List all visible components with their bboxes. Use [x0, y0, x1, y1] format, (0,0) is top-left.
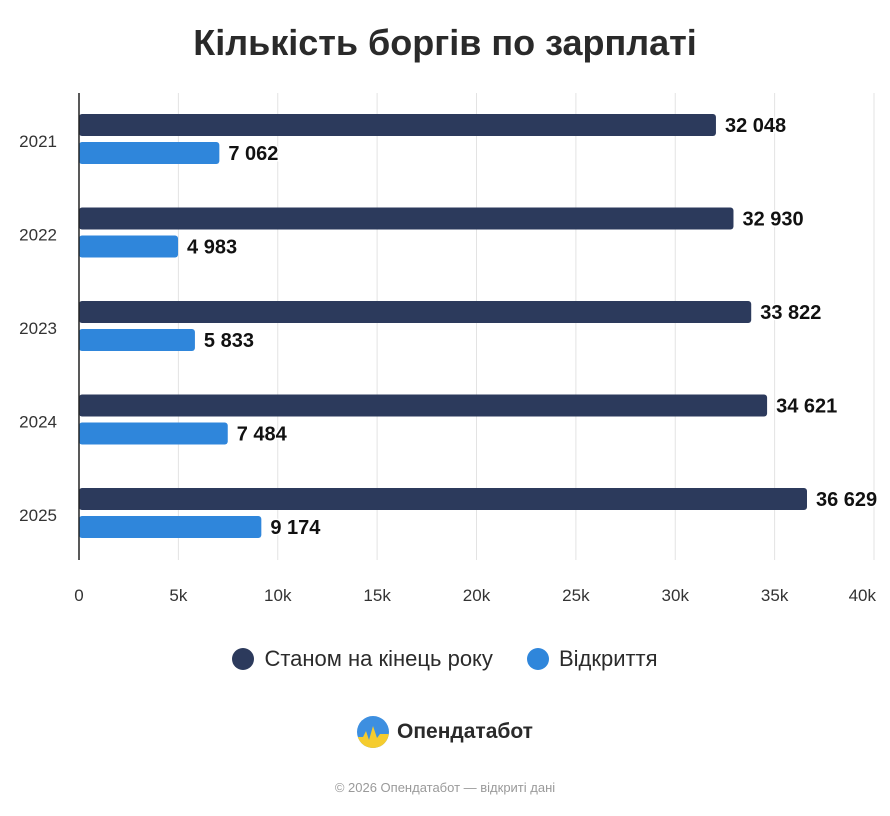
- legend-item-year-end: Станом на кінець року: [232, 646, 493, 672]
- y-tick-label: 2025: [19, 506, 57, 525]
- legend-swatch-blue: [526, 648, 549, 670]
- x-tick-label: 40k: [849, 586, 877, 605]
- brand-name: Опендатабот: [397, 720, 533, 743]
- legend: Станом на кінець року Відкриття: [0, 646, 890, 672]
- bars: [79, 114, 808, 538]
- bar-opened: [79, 516, 262, 538]
- legend-label-opened: Відкриття: [558, 646, 658, 671]
- bar-year-end: [79, 301, 752, 323]
- data-label: 4 983: [187, 237, 237, 259]
- bar-year-end: [79, 488, 808, 510]
- data-label: 9 174: [270, 517, 321, 539]
- axes: 0 5k 10k 15k 20k 25k 30k 35k 40k 2021 2022 2023 2024…: [19, 93, 876, 605]
- data-label: 32 048: [725, 115, 786, 137]
- data-labels: 32 048 7 062 32 930 4 983 33 822 5 833 34 621 7…: [186, 114, 879, 541]
- bar-opened: [79, 422, 228, 445]
- data-label: 34 621: [776, 396, 837, 418]
- legend-swatch-dark: [232, 648, 255, 670]
- grid-lines: [177, 93, 875, 560]
- bar-opened: [79, 142, 220, 164]
- x-tick-label: 5k: [169, 586, 187, 605]
- opendatabot-logo-icon: [357, 716, 390, 748]
- bar-opened: [79, 235, 179, 258]
- footer-credit: © 2026 Опендатабот — відкриті дані: [334, 780, 556, 795]
- data-label: 36 629: [816, 489, 877, 511]
- data-label: 32 930: [742, 209, 803, 231]
- x-tick-label: 10k: [264, 586, 292, 605]
- x-tick-label: 0: [74, 586, 83, 605]
- y-tick-label: 2023: [19, 319, 57, 338]
- bar-year-end: [79, 394, 768, 417]
- x-tick-label: 20k: [463, 586, 491, 605]
- bar-chart: 32 048 7 062 32 930 4 983 33 822 5 833 34 621 7…: [19, 93, 879, 605]
- x-tick-label: 15k: [363, 586, 391, 605]
- bar-year-end: [79, 114, 716, 136]
- y-tick-label: 2022: [19, 226, 57, 245]
- x-tick-label: 30k: [662, 586, 690, 605]
- data-label: 5 833: [204, 330, 254, 352]
- y-tick-label: 2021: [19, 132, 57, 151]
- data-label: 7 484: [237, 424, 288, 446]
- brand: Опендатабот: [0, 716, 890, 748]
- data-label: 7 062: [228, 143, 278, 165]
- legend-label-year-end: Станом на кінець року: [264, 646, 493, 671]
- bar-year-end: [79, 207, 734, 230]
- x-tick-label: 35k: [761, 586, 789, 605]
- y-tick-label: 2024: [19, 413, 57, 432]
- data-label: 33 822: [760, 302, 821, 324]
- legend-item-opened: Відкриття: [526, 646, 658, 672]
- bar-opened: [79, 329, 195, 351]
- chart-title: Кількість боргів по зарплаті: [193, 22, 697, 63]
- x-tick-label: 25k: [562, 586, 590, 605]
